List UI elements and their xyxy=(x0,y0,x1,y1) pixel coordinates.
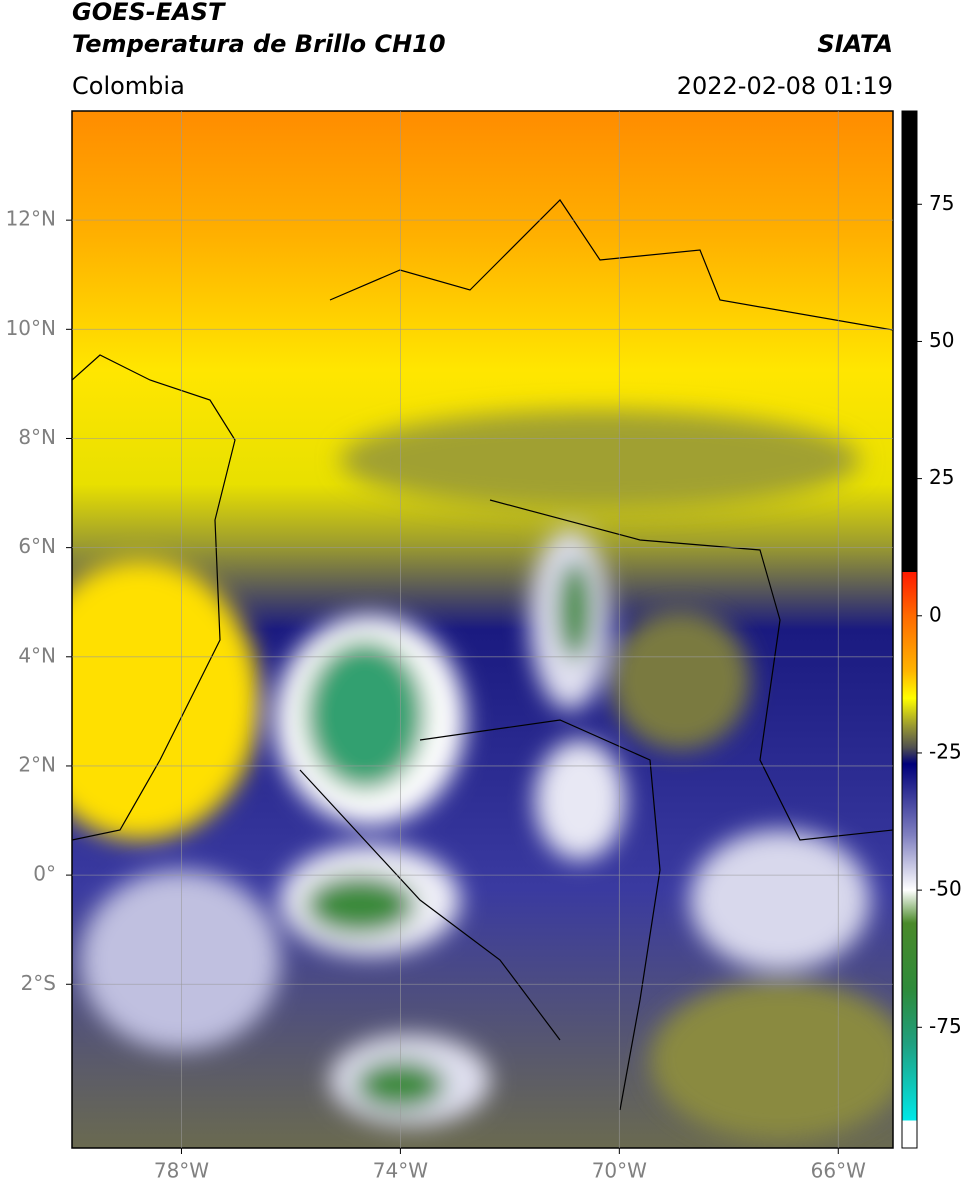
region: Colombia xyxy=(72,72,185,100)
y-tick-label: 0° xyxy=(33,862,56,886)
timestamp: 2022-02-08 01:19 xyxy=(677,72,893,100)
y-tick-label: 8°N xyxy=(18,425,56,449)
x-tick-label: 66°W xyxy=(811,1159,866,1183)
y-tick-label: 4°N xyxy=(18,643,56,667)
cloud xyxy=(72,560,260,840)
coastline-borders xyxy=(72,199,893,1111)
colorbar-tick-label: 25 xyxy=(929,465,954,489)
cloud-field xyxy=(72,410,893,1140)
colorbar xyxy=(901,110,918,1149)
y-tick-label: 2°N xyxy=(18,752,56,776)
colorbar-tick-label: 75 xyxy=(929,191,954,215)
x-tick-label: 70°W xyxy=(592,1159,647,1183)
y-tick-label: 10°N xyxy=(6,316,56,340)
y-tick-label: 6°N xyxy=(18,534,56,558)
cloud xyxy=(557,560,593,660)
cloud xyxy=(80,870,280,1050)
x-tick-label: 78°W xyxy=(154,1159,209,1183)
colorbar-tick-label: -50 xyxy=(929,877,962,901)
colorbar-tick-label: 0 xyxy=(929,602,942,626)
cloud xyxy=(305,640,425,790)
cloud xyxy=(690,830,870,970)
cloud xyxy=(340,410,860,510)
source: SIATA xyxy=(817,30,893,58)
colorbar-tick-label: -75 xyxy=(929,1014,962,1038)
colorbar-tick-label: 50 xyxy=(929,328,954,352)
x-tick-label: 74°W xyxy=(373,1159,428,1183)
cloud xyxy=(305,875,415,935)
cloud xyxy=(650,980,893,1140)
colorbar-tick-label: -25 xyxy=(929,739,962,763)
cloud xyxy=(610,610,750,750)
subtitle: Temperatura de Brillo CH10 xyxy=(72,30,446,58)
y-tick-label: 12°N xyxy=(6,207,56,231)
map-frame xyxy=(71,110,894,1149)
satellite-image xyxy=(72,111,893,1148)
y-tick-label: 2°S xyxy=(21,971,56,995)
title: GOES-EAST xyxy=(72,0,226,26)
cloud xyxy=(535,740,625,860)
